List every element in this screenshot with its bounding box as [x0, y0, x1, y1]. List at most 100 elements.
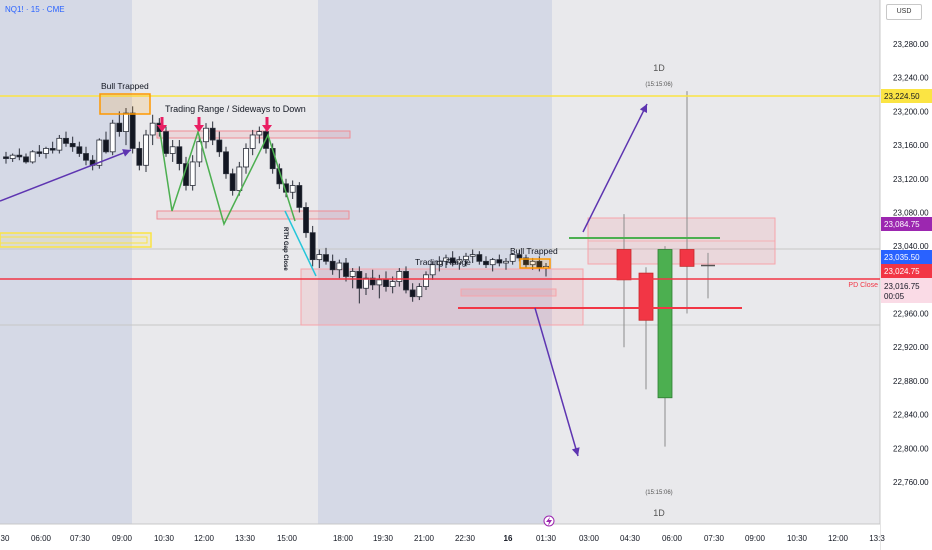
candle-body — [516, 254, 523, 259]
y-tick-label: 23,120.00 — [893, 175, 929, 184]
candle-body — [9, 154, 16, 159]
countdown-tag: 00:05 — [884, 292, 905, 301]
candle-body — [136, 148, 143, 166]
candle-body — [296, 185, 303, 208]
red-price-tag: 23,024.75 — [884, 267, 920, 276]
candle-body — [189, 161, 196, 186]
candle-body — [163, 131, 169, 154]
candle-body — [343, 262, 349, 277]
candle-body — [509, 254, 516, 262]
y-tick-label: 23,160.00 — [893, 141, 929, 150]
candle-body — [463, 255, 469, 261]
x-tick-label: 03:00 — [579, 534, 600, 543]
x-tick-label: 07:30 — [70, 534, 91, 543]
time-axis-panel — [0, 524, 880, 550]
one-d-label-top: 1D — [653, 63, 665, 73]
candle-body — [83, 153, 89, 161]
x-tick-label: 13:30 — [235, 534, 256, 543]
x-tick-label: 01:30 — [536, 534, 557, 543]
candle-body — [309, 232, 316, 261]
candle-body — [203, 127, 209, 143]
x-tick-label: 06:00 — [662, 534, 683, 543]
trading-range-zone — [300, 268, 584, 326]
candle-body — [116, 122, 123, 133]
candle-body — [56, 137, 63, 151]
candle-body — [176, 146, 183, 165]
x-tick-label: 12:00 — [194, 534, 215, 543]
y-tick-label: 22,880.00 — [893, 377, 929, 386]
candle-body — [449, 257, 456, 264]
candle-body — [323, 254, 329, 262]
yellow-zone-inner — [0, 236, 148, 244]
left-up-arrow-head — [122, 149, 131, 157]
candle-body — [303, 207, 309, 234]
yellow-price-tag: 23,224.50 — [884, 92, 920, 101]
candle-body — [503, 260, 509, 264]
down-arrow-head-2 — [194, 125, 204, 132]
last-price-tag-bg — [881, 278, 932, 303]
blue-price-tag: 23,035.50 — [884, 253, 920, 262]
candle-body — [289, 185, 296, 193]
range-title-label: Trading Range / Sideways to Down — [165, 104, 306, 114]
drop-line — [284, 210, 317, 277]
candle-body — [389, 281, 396, 287]
upper-projection-arrow-head — [639, 104, 647, 113]
x-tick-label: 09:00 — [745, 534, 766, 543]
daily-candle-body — [679, 249, 695, 267]
x-tick-label: 12:00 — [828, 534, 849, 543]
bull-trapped-label-2: Bull Trapped — [510, 246, 558, 256]
left-up-arrow — [0, 149, 132, 202]
candle-body — [16, 154, 23, 158]
candle-body — [223, 151, 229, 175]
red-price-tag-bg — [881, 264, 932, 278]
x-tick-label: 15:00 — [277, 534, 298, 543]
y-tick-label: 22,960.00 — [893, 310, 929, 319]
candle-body — [76, 146, 83, 154]
one-d-label-bottom: 1D — [653, 508, 665, 518]
time-label-bottom: (15:15:06) — [645, 490, 672, 496]
trading-range-label: Trading Range — [415, 257, 471, 267]
lower-support-zone — [156, 210, 350, 220]
candle-body — [256, 131, 263, 136]
candle-body — [523, 257, 529, 266]
candle-body — [396, 271, 403, 282]
candle-body — [249, 134, 256, 149]
candle-body — [316, 254, 323, 261]
purple-price-tag: 23,084.75 — [884, 220, 920, 229]
x-tick-label: 06:00 — [31, 534, 52, 543]
session-shade-1 — [0, 0, 132, 524]
candle-body — [236, 166, 243, 191]
candle-body — [376, 279, 383, 286]
candle-body — [123, 112, 129, 132]
candle-body — [29, 151, 36, 163]
y-tick-label: 23,200.00 — [893, 107, 929, 116]
candle-body — [416, 286, 423, 298]
candle-body — [409, 289, 416, 298]
bull-trapped-box-1 — [99, 93, 151, 115]
daily-candle-body — [657, 249, 673, 399]
daily-candle-body — [616, 249, 632, 281]
x-tick-label: 21:00 — [414, 534, 435, 543]
symbol-title: NQ1! · 15 · CME — [5, 5, 65, 14]
lower-projection-arrow-head — [571, 447, 580, 456]
x-tick-label: 22:30 — [455, 534, 476, 543]
down-arrow-head-1 — [157, 125, 167, 132]
y-tick-label: 23,280.00 — [893, 40, 929, 49]
candle-body — [476, 254, 483, 262]
candle-body — [63, 137, 69, 144]
candle-body — [43, 148, 49, 154]
candle-body — [403, 271, 409, 291]
x-tick-label: 30 — [1, 534, 10, 543]
candle-body — [363, 277, 369, 289]
lower-projection-arrow — [534, 307, 579, 457]
y-tick-label: 22,800.00 — [893, 444, 929, 453]
currency-selector[interactable]: USD — [886, 4, 922, 20]
candle-body — [149, 122, 156, 136]
candle-body — [456, 259, 463, 264]
candle-body — [356, 271, 363, 289]
y-tick-label: 23,040.00 — [893, 242, 929, 251]
x-tick-label: 10:30 — [154, 534, 175, 543]
purple-price-tag-bg — [881, 217, 932, 231]
y-tick-label: 22,920.00 — [893, 343, 929, 352]
